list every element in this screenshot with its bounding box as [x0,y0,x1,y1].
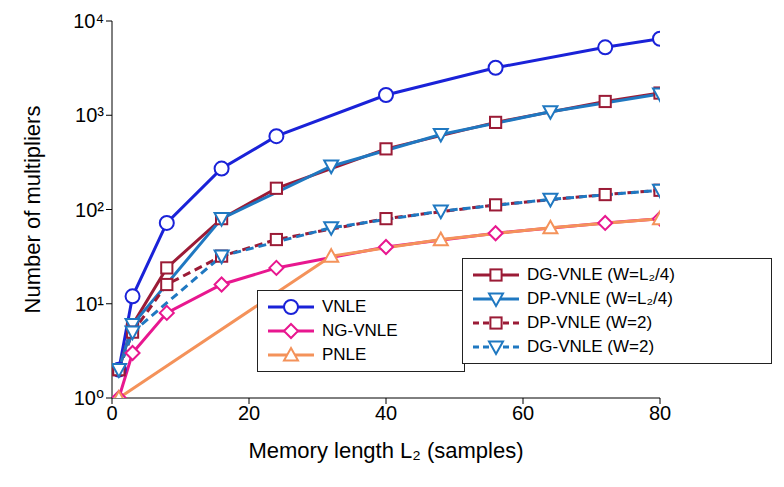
svg-text:10¹: 10¹ [75,293,104,315]
html-text:NG-VNLE: NG-VNLE [322,321,398,340]
svg-text:10⁴: 10⁴ [73,10,104,32]
svg-text:Memory length L₂ (samples): Memory length L₂ (samples) [248,438,523,463]
html-text:DP-VNLE (W=L₂/4): DP-VNLE (W=L₂/4) [527,289,673,308]
svg-text:60: 60 [512,402,534,424]
svg-text:0: 0 [106,402,117,424]
html-text:DG-VNLE (W=2): DG-VNLE (W=2) [527,337,654,356]
svg-text:10⁰: 10⁰ [74,387,104,409]
html-text:DP-VNLE (W=2): DP-VNLE (W=2) [527,313,653,332]
svg-text:10²: 10² [75,199,104,221]
svg-text:40: 40 [375,402,397,424]
html-text:PNLE: PNLE [322,345,367,364]
svg-text:Number of multipliers: Number of multipliers [20,106,45,314]
svg-text:20: 20 [238,402,260,424]
svg-text:80: 80 [649,402,671,424]
html-text:VNLE: VNLE [322,297,367,316]
svg-text:10³: 10³ [75,104,104,126]
html-text:DG-VNLE (W=L₂/4): DG-VNLE (W=L₂/4) [527,265,675,284]
